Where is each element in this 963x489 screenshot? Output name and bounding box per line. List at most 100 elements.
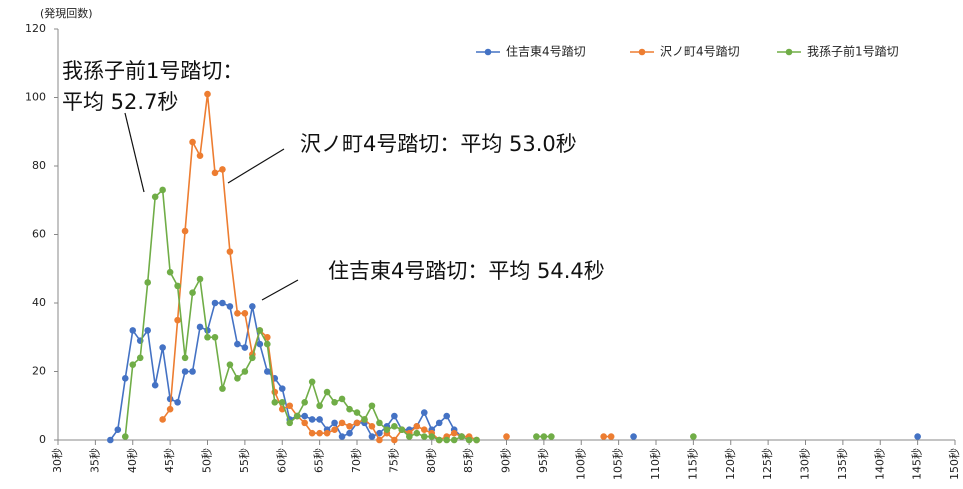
data-point — [196, 323, 204, 331]
data-point — [136, 354, 144, 362]
data-point — [331, 426, 338, 434]
y-tick-label: 80 — [32, 159, 46, 172]
data-point — [308, 378, 316, 386]
data-point — [159, 344, 166, 351]
data-point — [600, 433, 607, 440]
x-tick-label: 80秒 — [424, 448, 438, 473]
data-point — [129, 327, 137, 334]
x-tick-label: 45秒 — [162, 448, 176, 473]
data-point — [323, 388, 331, 396]
data-point — [241, 344, 249, 351]
annotation: 沢ノ町4号踏切：平均 53.0秒 — [300, 132, 577, 156]
data-point — [376, 436, 383, 444]
data-point — [346, 405, 353, 413]
x-tick-label: 95秒 — [536, 448, 550, 473]
data-point — [361, 416, 368, 423]
leader-line — [261, 279, 299, 301]
legend-label: 住吉東4号踏切 — [506, 45, 586, 59]
data-point — [226, 361, 234, 368]
x-tick-label: 55秒 — [237, 448, 251, 473]
data-point — [181, 227, 189, 235]
data-point — [308, 416, 316, 423]
y-tick-label: 120 — [25, 22, 46, 35]
data-point — [338, 433, 346, 440]
x-tick-label: 70秒 — [349, 448, 363, 473]
data-point — [398, 426, 406, 434]
data-point — [346, 423, 353, 430]
legend-label: 沢ノ町4号踏切 — [660, 45, 740, 59]
x-tick-label: 35秒 — [87, 448, 101, 473]
data-point — [107, 436, 114, 444]
data-point — [264, 368, 271, 375]
data-point — [286, 402, 294, 410]
data-point — [234, 340, 241, 348]
data-point — [159, 416, 166, 423]
data-point — [473, 436, 480, 444]
legend-marker — [484, 48, 492, 56]
data-point — [465, 436, 473, 444]
data-point — [166, 268, 174, 276]
x-tick-label: 140秒 — [872, 448, 886, 480]
data-point — [226, 303, 234, 310]
data-point — [189, 289, 196, 297]
data-point — [450, 436, 458, 444]
data-point — [204, 90, 211, 98]
data-point — [301, 412, 308, 420]
data-point — [121, 375, 129, 382]
data-point — [181, 354, 189, 362]
legend-marker — [638, 48, 646, 56]
data-point — [346, 429, 353, 437]
x-tick-label: 75秒 — [386, 448, 400, 473]
data-point — [443, 412, 451, 420]
data-point — [226, 248, 234, 255]
data-point — [450, 429, 458, 437]
data-point — [278, 385, 286, 392]
data-point — [323, 429, 331, 437]
data-point — [196, 152, 204, 160]
data-point — [219, 166, 226, 173]
y-tick-label: 100 — [25, 91, 46, 104]
leader-line — [124, 112, 145, 193]
data-point — [219, 299, 226, 307]
data-point — [368, 433, 376, 440]
data-point — [129, 361, 137, 368]
data-point — [234, 375, 241, 382]
data-point — [241, 368, 249, 375]
data-point — [249, 303, 256, 310]
data-point — [383, 426, 391, 434]
data-point — [271, 399, 279, 406]
data-point — [196, 275, 204, 283]
x-tick-label: 85秒 — [461, 448, 475, 473]
data-point — [151, 193, 159, 201]
data-point — [338, 419, 346, 427]
annotation: 平均 52.7秒 — [62, 90, 178, 114]
data-point — [331, 419, 338, 427]
data-point — [420, 409, 428, 416]
x-tick-label: 105秒 — [611, 448, 625, 480]
x-tick-label: 30秒 — [50, 448, 64, 473]
data-point — [316, 416, 323, 423]
data-point — [174, 399, 181, 406]
data-point — [256, 327, 264, 334]
y-tick-label: 0 — [39, 433, 46, 446]
data-point — [204, 333, 211, 341]
y-tick-label: 40 — [32, 296, 46, 309]
data-point — [458, 433, 465, 440]
x-tick-label: 60秒 — [274, 448, 288, 473]
data-point — [338, 395, 346, 403]
data-point — [159, 186, 166, 194]
data-point — [241, 309, 249, 317]
data-point — [174, 282, 181, 290]
data-point — [264, 340, 271, 348]
data-point — [189, 138, 196, 146]
x-tick-label: 100秒 — [573, 448, 587, 480]
data-point — [181, 368, 189, 375]
data-point — [533, 433, 540, 440]
data-point — [211, 333, 219, 341]
legend-marker — [785, 48, 793, 56]
data-point — [211, 299, 219, 307]
data-point — [540, 433, 548, 440]
data-point — [293, 412, 301, 420]
data-point — [914, 433, 921, 440]
